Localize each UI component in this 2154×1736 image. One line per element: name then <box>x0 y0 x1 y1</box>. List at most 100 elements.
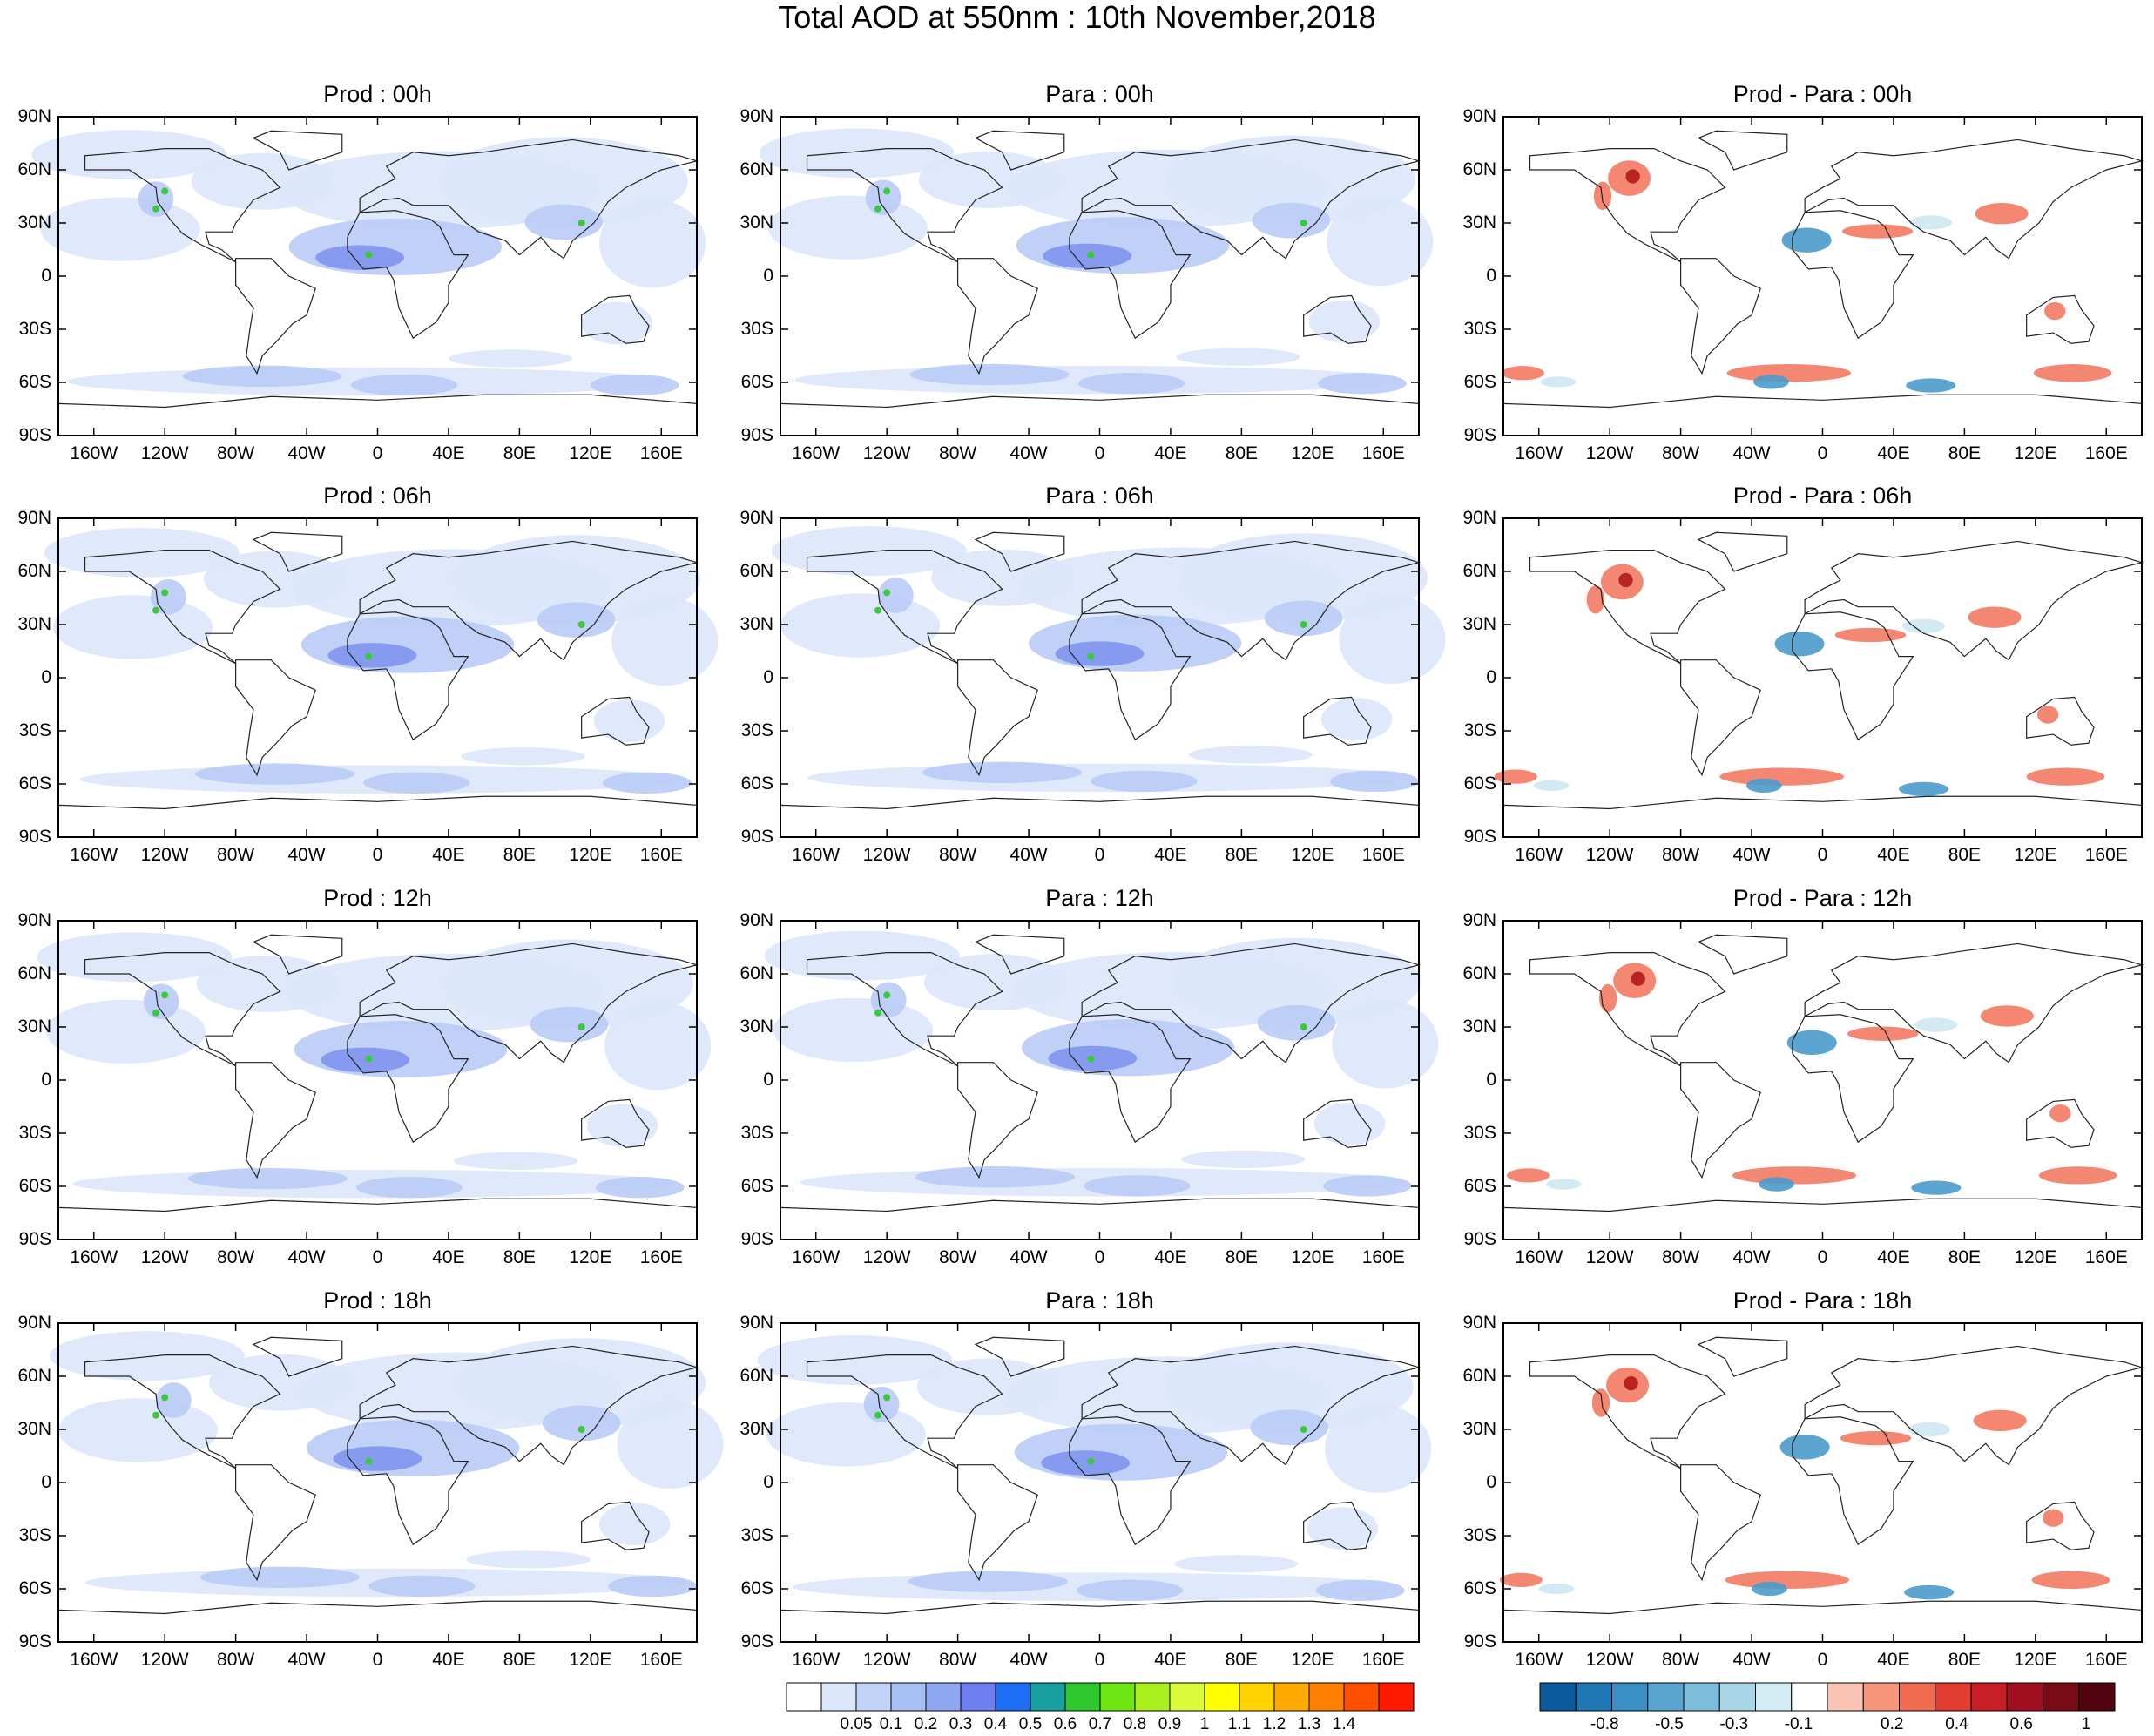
lon-tick-label: 160W <box>70 1650 118 1670</box>
map-frame <box>1502 517 2143 838</box>
high-aod-spot <box>1300 1426 1307 1433</box>
aod-field-patch <box>1176 348 1300 366</box>
aod-field-patch <box>31 130 227 180</box>
aod-field-patch <box>448 349 573 368</box>
lon-tick-label: 80E <box>503 443 537 463</box>
lon-tick-label: 120E <box>569 1650 612 1670</box>
aod-field-patch <box>315 245 405 270</box>
difference-field-patch <box>1593 181 1612 211</box>
difference-field-patch <box>1631 971 1645 986</box>
coastline <box>1529 147 1726 263</box>
coastline <box>84 951 281 1067</box>
coastline <box>1804 540 2144 661</box>
lon-tick-label: 0 <box>1094 1650 1105 1670</box>
lat-tick-label: 30S <box>1463 1525 1496 1545</box>
aod-field-patch <box>865 179 901 216</box>
coastline <box>1680 1464 1761 1582</box>
aod-field-patch <box>1188 746 1313 764</box>
coastline <box>252 130 343 171</box>
difference-field-patch <box>1904 1584 1955 1600</box>
difference-field-patch <box>1906 378 1956 393</box>
coastline <box>359 1345 699 1466</box>
aod-field-patch <box>537 602 616 638</box>
aod-field-patch <box>1330 770 1419 793</box>
lon-tick-label: 80W <box>939 443 977 463</box>
coastline <box>252 934 343 975</box>
panel-title: Prod : 06h <box>323 483 432 509</box>
coastline <box>84 549 281 665</box>
lon-tick-label: 40W <box>1732 1650 1771 1670</box>
lon-tick-label: 80E <box>1225 845 1259 865</box>
high-aod-spot <box>1087 1457 1095 1465</box>
lat-tick-label: 30S <box>18 319 51 339</box>
lon-tick-label: 40E <box>1154 443 1187 463</box>
high-aod-spot <box>874 1411 881 1419</box>
aod-field-patch <box>49 1331 245 1381</box>
lat-tick-label: 30N <box>739 1419 773 1439</box>
difference-field-patch <box>2036 706 2059 724</box>
panel-title: Prod : 12h <box>323 885 432 911</box>
aod-field-patch <box>1325 1404 1432 1493</box>
lat-tick-label: 90N <box>17 508 51 528</box>
colorbar-label: 1.2 <box>1262 1715 1286 1733</box>
coastline <box>1792 1014 1914 1144</box>
lat-tick-label: 30S <box>740 1525 773 1545</box>
lon-tick-label: 160E <box>1361 845 1405 865</box>
aod-field-patch <box>356 1177 463 1199</box>
lon-tick-label: 40E <box>1877 845 1910 865</box>
coastline <box>1303 1501 1372 1550</box>
aod-field-patch <box>40 197 200 261</box>
lat-tick-label: 60N <box>739 159 773 179</box>
map-frame <box>1502 920 2143 1240</box>
aod-field-patch <box>327 643 417 668</box>
lon-tick-label: 80E <box>1948 1650 1982 1670</box>
lon-tick-label: 120W <box>140 443 189 463</box>
coastline <box>1069 611 1192 741</box>
colorbar-label: 0.5 <box>1018 1715 1043 1733</box>
map-frame <box>1502 1322 2143 1643</box>
high-aod-spot <box>161 589 169 597</box>
lon-tick-label: 120W <box>140 1650 189 1670</box>
coastline <box>957 1464 1038 1582</box>
lat-tick-label: 30S <box>740 720 773 740</box>
aod-field-patch <box>294 1021 508 1078</box>
difference-field-patch <box>1494 769 1537 784</box>
aod-field-patch <box>457 1338 706 1427</box>
lat-tick-label: 30S <box>1463 720 1496 740</box>
difference-map-panel <box>1501 116 2144 436</box>
colorbar-swatch <box>1862 1682 1900 1712</box>
lon-tick-label: 160E <box>1361 1650 1405 1670</box>
difference-field-patch <box>1847 1026 1919 1041</box>
aod-field-patch <box>766 1402 926 1467</box>
difference-field-patch <box>1973 1409 2027 1432</box>
lat-tick-label: 60S <box>18 773 51 794</box>
aod-field-patch <box>617 1400 724 1489</box>
coastline <box>974 934 1065 975</box>
coastline <box>1303 1098 1372 1148</box>
colorbar-label: 0.7 <box>1088 1715 1112 1733</box>
lat-tick-label: 90N <box>17 1313 51 1333</box>
difference-field-patch <box>2031 1571 2110 1589</box>
aod-field-patch <box>908 1571 1068 1592</box>
lat-tick-label: 90N <box>739 508 773 528</box>
page-title: Total AOD at 550nm : 10th November,2018 <box>778 0 1376 35</box>
aod-colorbar <box>786 1682 1415 1712</box>
panel-title: Prod : 18h <box>323 1287 432 1314</box>
aod-field-patch <box>1327 197 1434 287</box>
lat-tick-label: 30S <box>740 1123 773 1143</box>
aod-field-patch <box>1315 1579 1405 1602</box>
coastline <box>359 942 699 1064</box>
difference-field-patch <box>1968 606 2022 628</box>
aod-field-patch <box>182 365 342 388</box>
lon-tick-label: 40E <box>1154 1247 1187 1267</box>
colorbar-label: -0.3 <box>1719 1715 1749 1733</box>
lat-tick-label: 30N <box>17 1017 51 1037</box>
lon-tick-label: 80W <box>217 845 255 865</box>
colorbar-swatch <box>1169 1682 1205 1712</box>
high-aod-spot <box>577 1023 585 1030</box>
aod-field-patch <box>1055 641 1145 666</box>
difference-field-patch <box>1786 1030 1837 1056</box>
lat-tick-label: 60S <box>18 1176 51 1196</box>
lon-tick-label: 40W <box>1732 845 1771 865</box>
coastline <box>1697 1336 1788 1377</box>
